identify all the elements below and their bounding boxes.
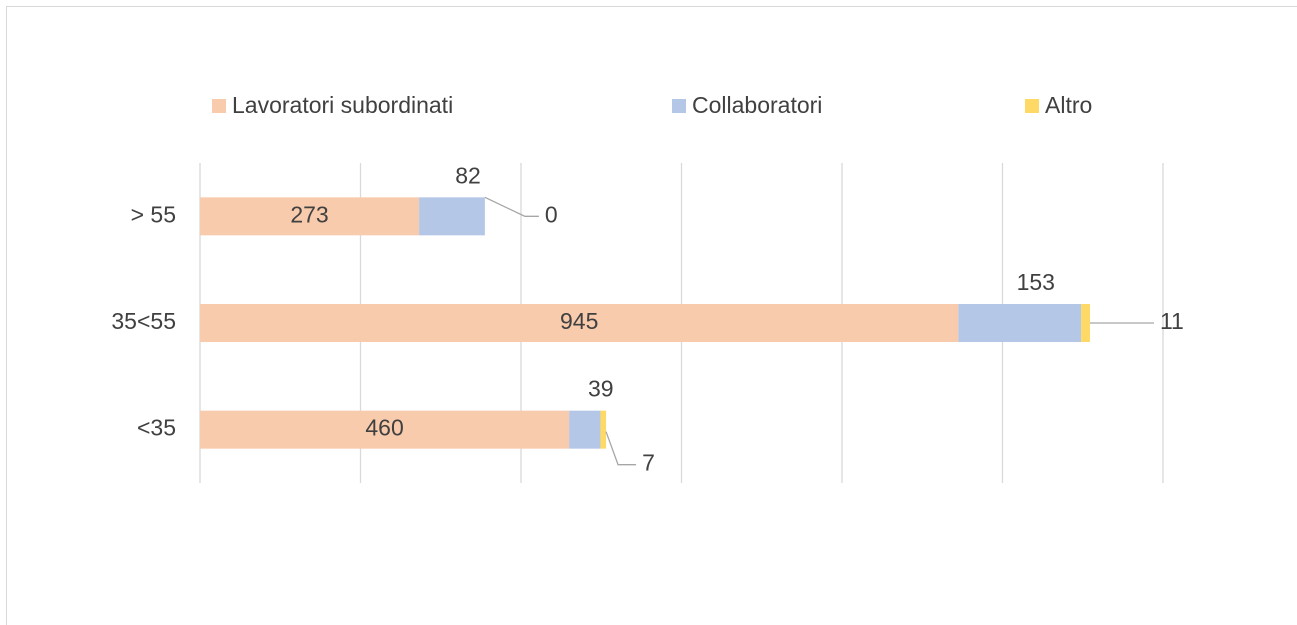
legend-label: Altro [1045,92,1092,118]
leader-line [605,431,637,466]
data-label: 460 [365,415,403,441]
y-tick-label: > 55 [131,201,176,227]
bar-segment [600,410,607,449]
y-tick-label: <35 [137,415,176,441]
data-label: 945 [560,308,598,334]
legend-swatch [212,99,226,113]
legend-label: Lavoratori subordinati [232,92,453,118]
data-label: 0 [545,201,558,227]
data-label: 273 [290,201,328,227]
data-label: 82 [455,162,481,188]
bar-segment [200,197,420,236]
legend-swatch [672,99,686,113]
y-tick-label: 35<55 [111,308,176,334]
bar-segment [958,304,1082,342]
bar-segment [569,410,601,449]
data-label: 153 [1017,269,1055,295]
bar-segment [200,304,959,342]
legend-label: Collaboratori [692,92,822,118]
data-label: 7 [642,450,655,476]
data-label: 11 [1160,308,1184,334]
bar-segment [419,197,485,236]
legend-swatch [1025,99,1039,113]
bar-segment [1081,304,1090,342]
leader-line [484,196,539,217]
bar-segment [200,410,570,449]
data-label: 39 [588,376,614,402]
